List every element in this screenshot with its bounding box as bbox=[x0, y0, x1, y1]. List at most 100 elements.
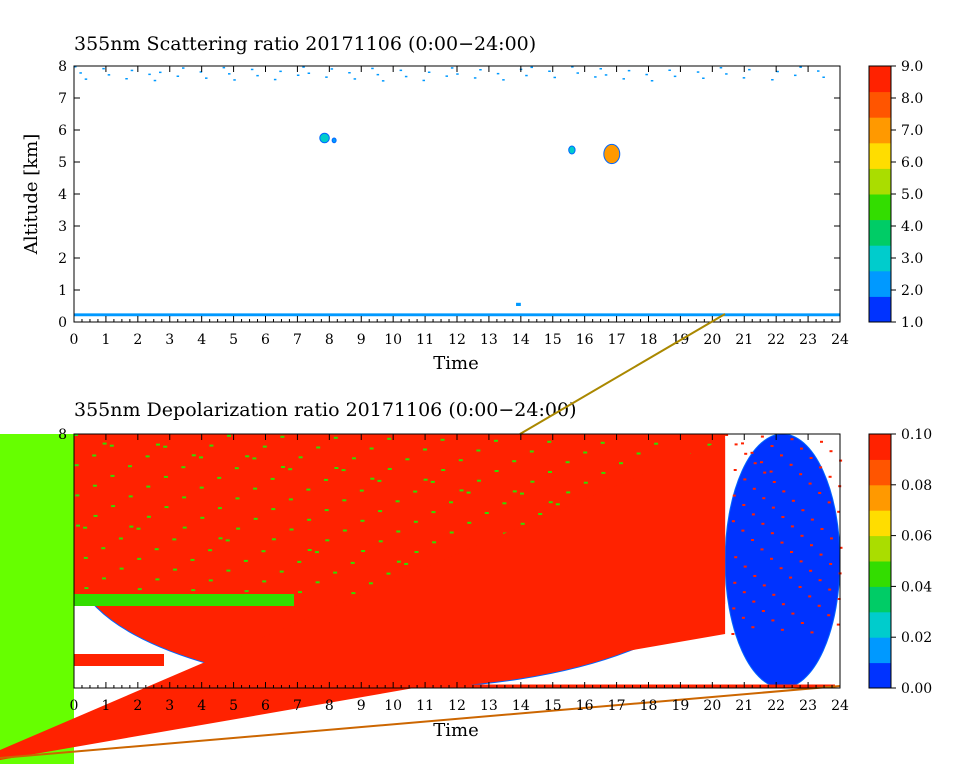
speckle bbox=[316, 446, 321, 449]
x-tick-label: 16 bbox=[576, 332, 594, 348]
speckle bbox=[307, 518, 312, 521]
speckle bbox=[547, 440, 552, 443]
y-axis-label: Altitude [km] bbox=[21, 134, 42, 256]
speckle bbox=[182, 496, 187, 499]
speckle bbox=[83, 556, 88, 559]
speckle bbox=[810, 544, 813, 547]
speckle bbox=[270, 477, 275, 480]
speckle bbox=[817, 70, 820, 72]
y-tick-label: 5 bbox=[58, 155, 67, 171]
cloud-feature bbox=[724, 433, 841, 689]
render-artifact-wedge bbox=[0, 439, 726, 760]
speckle bbox=[325, 539, 330, 542]
colorbar-tick-label: 2.0 bbox=[901, 283, 923, 299]
speckle bbox=[102, 577, 106, 580]
colorbar-swatch bbox=[869, 194, 891, 221]
speckle bbox=[601, 471, 606, 474]
speckle bbox=[136, 527, 141, 530]
speckle bbox=[176, 75, 180, 77]
colorbar-swatch bbox=[869, 637, 891, 664]
speckle bbox=[281, 466, 285, 468]
speckle bbox=[369, 447, 374, 450]
speckle bbox=[799, 473, 803, 476]
speckle bbox=[790, 525, 794, 528]
colorbar-swatch bbox=[869, 296, 891, 323]
speckle bbox=[548, 501, 553, 504]
speckle bbox=[129, 525, 134, 528]
x-tick-label: 20 bbox=[703, 332, 721, 348]
x-axis-label: Time bbox=[433, 353, 478, 374]
speckle bbox=[776, 70, 779, 73]
speckle bbox=[599, 68, 602, 70]
speckle bbox=[467, 521, 472, 524]
speckle bbox=[820, 528, 824, 530]
chart-title: 355nm Scattering ratio 20171106 (0:00−24… bbox=[74, 33, 536, 55]
x-tick-label: 1 bbox=[101, 698, 110, 714]
speckle bbox=[734, 556, 738, 559]
speckle bbox=[279, 70, 282, 73]
speckle bbox=[810, 631, 814, 634]
speckle bbox=[820, 440, 823, 443]
speckle bbox=[163, 445, 168, 448]
speckle bbox=[74, 66, 77, 68]
speckle bbox=[752, 600, 756, 603]
speckle bbox=[600, 441, 605, 444]
speckle bbox=[458, 459, 463, 462]
speckle bbox=[208, 579, 213, 582]
colorbar-swatch bbox=[869, 662, 891, 689]
speckle bbox=[751, 539, 754, 541]
speckle bbox=[751, 626, 755, 629]
speckle bbox=[279, 570, 284, 573]
speckle bbox=[119, 567, 124, 570]
speckle bbox=[529, 450, 534, 453]
speckle bbox=[404, 75, 408, 78]
speckle bbox=[297, 560, 302, 563]
speckle bbox=[109, 444, 114, 447]
speckle bbox=[494, 439, 498, 442]
speckle bbox=[399, 69, 403, 72]
colorbar-tick-label: 8.0 bbox=[901, 91, 923, 107]
speckle bbox=[92, 484, 97, 487]
speckle bbox=[520, 522, 525, 525]
speckle bbox=[396, 560, 401, 563]
speckle bbox=[252, 457, 257, 460]
speckle bbox=[302, 66, 305, 68]
speckle bbox=[822, 76, 825, 78]
speckle bbox=[538, 513, 543, 515]
x-tick-label: 9 bbox=[357, 332, 366, 348]
speckle bbox=[829, 450, 833, 453]
speckle bbox=[473, 77, 477, 79]
colorbar-swatch bbox=[869, 168, 891, 195]
x-tick-label: 0 bbox=[70, 698, 79, 714]
speckle bbox=[145, 455, 150, 458]
speckle bbox=[741, 442, 744, 445]
x-tick-label: 5 bbox=[229, 698, 238, 714]
speckle bbox=[650, 80, 654, 82]
speckle bbox=[741, 616, 745, 619]
depolarization-ratio-panel: 355nm Depolarization ratio 20171106 (0:0… bbox=[0, 313, 932, 764]
speckle bbox=[190, 558, 195, 561]
speckle bbox=[163, 475, 168, 478]
x-tick-label: 21 bbox=[735, 698, 753, 714]
depol-low-layer bbox=[74, 654, 164, 666]
y-tick-label: 4 bbox=[58, 187, 67, 203]
x-tick-label: 8 bbox=[325, 332, 334, 348]
speckle bbox=[262, 580, 267, 583]
speckle bbox=[137, 588, 142, 591]
speckle bbox=[760, 461, 763, 464]
speckle bbox=[512, 490, 517, 493]
speckle bbox=[228, 73, 231, 75]
y-tick-label: 1 bbox=[58, 283, 67, 299]
colorbar-tick-label: 4.0 bbox=[901, 219, 923, 235]
y-tick-label: 7 bbox=[58, 91, 67, 107]
speckle bbox=[164, 506, 169, 509]
speckle bbox=[445, 75, 448, 77]
speckle bbox=[742, 504, 746, 506]
colorbar-tick-label: 7.0 bbox=[901, 123, 923, 139]
speckle bbox=[837, 510, 841, 513]
speckle bbox=[791, 612, 795, 615]
speckle bbox=[459, 489, 464, 492]
x-tick-label: 12 bbox=[448, 332, 466, 348]
speckle bbox=[76, 524, 80, 527]
render-artifact-line bbox=[519, 313, 726, 435]
